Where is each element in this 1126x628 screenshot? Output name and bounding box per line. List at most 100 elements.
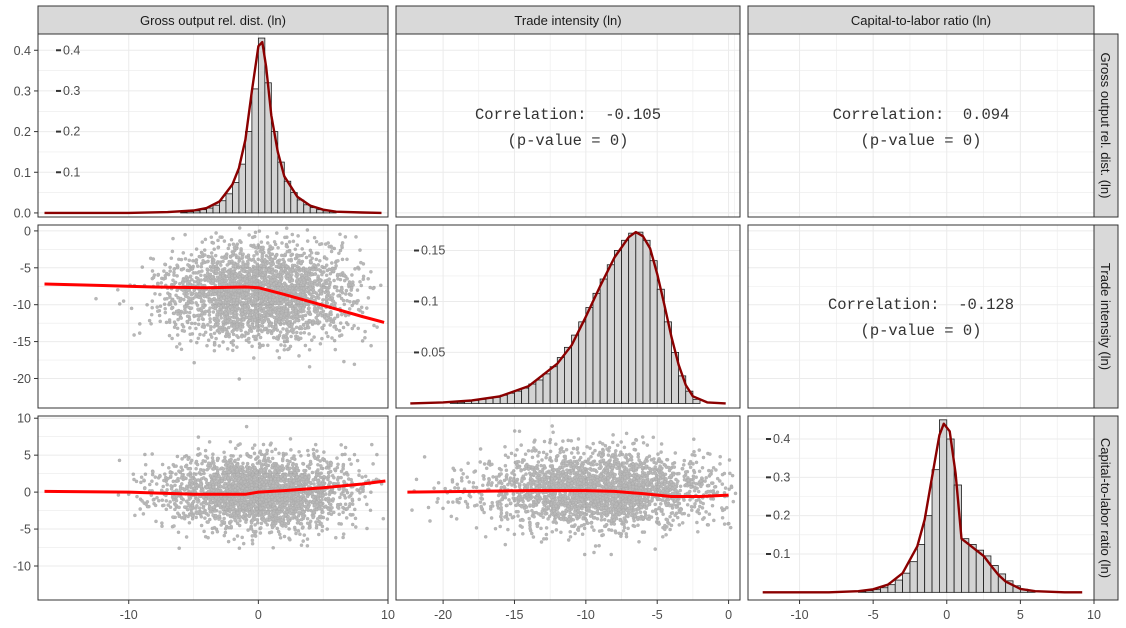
scatter-point	[167, 318, 172, 322]
histogram-bar	[257, 37, 266, 214]
scatter-point	[291, 466, 296, 470]
scatter-point	[245, 269, 250, 274]
scatter-point	[184, 301, 189, 306]
scatter-point	[331, 292, 335, 296]
scatter-point	[305, 228, 310, 232]
scatter-point	[290, 268, 295, 272]
scatter-point	[303, 313, 308, 318]
scatter-point	[305, 239, 310, 243]
scatter-point	[257, 279, 262, 284]
scatter-point	[270, 456, 275, 461]
scatter-point	[212, 331, 217, 336]
scatter-point	[284, 265, 289, 269]
scatter-point	[315, 457, 320, 462]
scatter-point	[187, 258, 192, 263]
scatter-point	[277, 320, 281, 324]
scatter-point	[366, 277, 370, 281]
scatter-point	[319, 306, 324, 311]
scatter-point	[359, 283, 364, 288]
scatter-point	[223, 477, 227, 482]
scatter-point	[279, 343, 283, 347]
scatter-point	[184, 310, 189, 314]
scatter-point	[141, 512, 146, 516]
scatter-point	[221, 320, 225, 324]
scatter-point	[322, 314, 327, 319]
scatter-point	[206, 295, 210, 299]
scatter-point	[200, 240, 205, 244]
histogram-bar	[909, 561, 918, 593]
scatter-point	[232, 278, 237, 283]
scatter-point	[250, 518, 255, 523]
scatter-point	[257, 266, 262, 271]
scatter-point	[170, 336, 174, 341]
scatter-point	[304, 271, 309, 276]
scatter-point	[371, 286, 375, 291]
scatter-point	[338, 321, 343, 325]
scatter-point	[347, 457, 352, 462]
scatter-point	[131, 472, 136, 476]
scatter-point	[228, 305, 233, 309]
scatter-point	[188, 461, 193, 465]
scatter-point	[160, 462, 165, 467]
scatter-point	[342, 359, 346, 364]
scatter-point	[361, 274, 366, 279]
scatter-point	[316, 274, 320, 278]
scatter-point	[226, 270, 231, 274]
scatter-point	[309, 251, 314, 255]
scatter-point	[201, 303, 205, 307]
scatter-point	[304, 320, 308, 325]
scatter-point	[296, 234, 300, 238]
scatter-point	[282, 281, 287, 285]
scatter-point	[246, 298, 251, 302]
scatter-point	[175, 288, 179, 293]
scatter-point	[326, 334, 330, 339]
scatter-point	[261, 281, 266, 285]
scatter-point	[299, 331, 303, 335]
scatter-point	[238, 251, 242, 256]
histogram-bar	[212, 204, 220, 214]
scatter-point	[189, 306, 194, 310]
scatter-point	[225, 347, 230, 351]
scatter-point	[238, 454, 243, 458]
scatter-point	[200, 298, 204, 302]
histogram-bar	[219, 200, 227, 214]
histogram-bar	[894, 579, 903, 593]
scatter-point	[330, 336, 334, 340]
scatter-point	[273, 273, 278, 277]
scatter-point	[289, 328, 294, 332]
scatter-point	[153, 292, 157, 296]
scatter-point	[233, 311, 237, 315]
scatter-point	[215, 314, 219, 319]
scatter-point	[254, 309, 258, 314]
scatter-point	[192, 360, 196, 365]
scatter-point	[189, 253, 194, 257]
scatter-point	[158, 292, 162, 297]
scatter-point	[279, 276, 284, 281]
scatter-point	[226, 303, 230, 307]
scatter-point	[268, 275, 273, 279]
scatter-point	[253, 318, 257, 322]
scatter-point	[230, 329, 234, 334]
scatter-point	[301, 306, 305, 311]
scatter-point	[208, 320, 212, 324]
histogram-bar	[521, 387, 530, 404]
histogram-bar	[245, 131, 253, 214]
scatter-point	[295, 243, 300, 247]
scatter-point	[213, 516, 218, 521]
scatter-point	[326, 313, 330, 317]
scatter-point	[192, 280, 197, 284]
scatter-point	[281, 318, 286, 322]
scatter-point	[244, 264, 249, 268]
scatter-point	[282, 534, 287, 539]
scatter-point	[310, 256, 314, 261]
scatter-point	[186, 263, 190, 267]
scatter-point	[318, 289, 323, 294]
scatter-point	[212, 247, 216, 251]
scatter-point	[231, 251, 236, 255]
scatter-point	[358, 280, 362, 284]
scatter-point	[281, 327, 285, 331]
scatter-point	[332, 510, 336, 515]
scatter-point	[307, 306, 311, 310]
scatter-point	[217, 514, 222, 518]
scatter-point	[308, 253, 312, 258]
